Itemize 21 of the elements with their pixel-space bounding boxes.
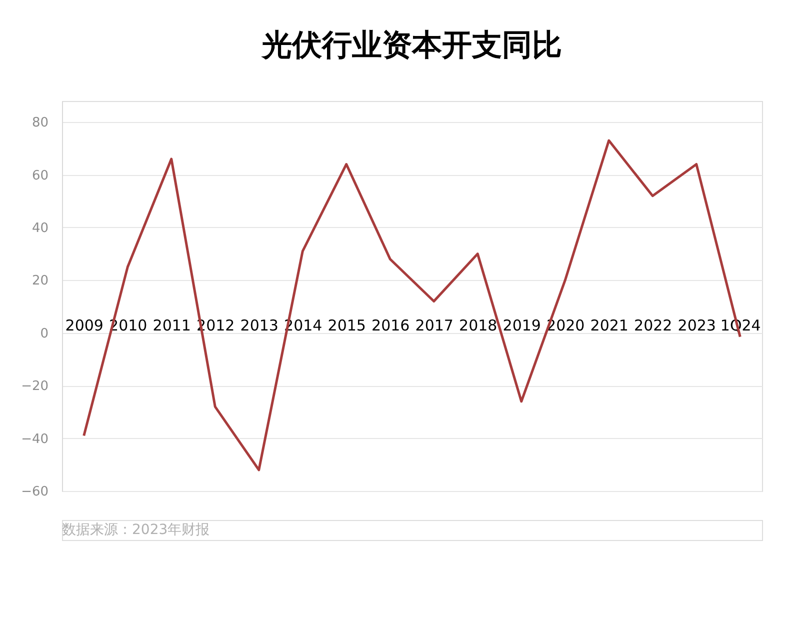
y-tick-label: −40 xyxy=(21,432,48,447)
y-tick-label: 40 xyxy=(32,220,48,236)
x-tick-label: 2021 xyxy=(590,316,628,334)
y-tick-label: −60 xyxy=(21,484,48,500)
chart-title: 光伏行业资本开支同比 xyxy=(260,28,562,63)
x-tick-label: 2018 xyxy=(459,316,498,334)
x-tick-label: 2019 xyxy=(502,316,541,334)
x-tick-label: 2013 xyxy=(240,316,278,334)
x-tick-label: 2016 xyxy=(372,316,410,334)
y-tick-label: −20 xyxy=(21,379,48,394)
y-tick-label: 60 xyxy=(32,168,48,184)
x-tick-label: 2011 xyxy=(152,316,191,334)
y-tick-label: 20 xyxy=(32,274,48,289)
x-tick-label: 2009 xyxy=(65,316,104,334)
x-tick-label: 2022 xyxy=(634,316,672,334)
x-tick-label: 2017 xyxy=(415,316,454,334)
y-tick-label: 0 xyxy=(40,326,48,342)
x-tick-label: 2023 xyxy=(678,316,716,334)
source-note: 数据来源：2023年财报 xyxy=(62,522,210,538)
x-tick-label: 2015 xyxy=(328,316,366,334)
y-tick-label: 80 xyxy=(32,116,48,131)
